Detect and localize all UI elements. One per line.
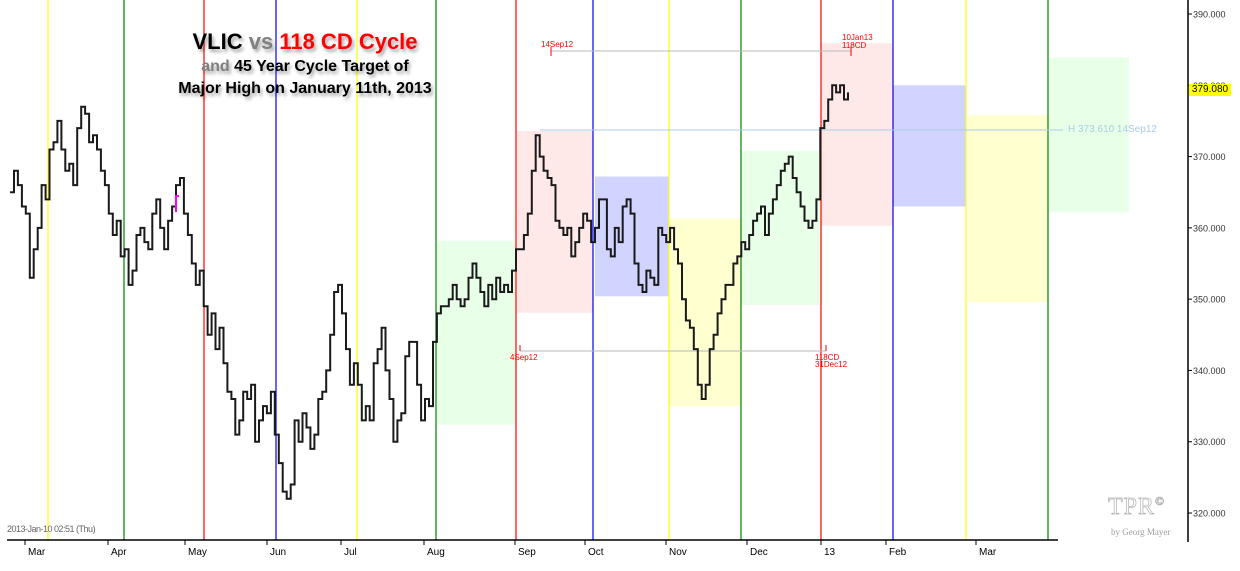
y-axis: 390.000380.000370.000360.000350.000340.0… xyxy=(1187,0,1226,542)
cycle-box-pink xyxy=(517,130,593,313)
cycle-boxes xyxy=(437,43,1129,425)
tpr-logo: TPR© xyxy=(1108,494,1165,521)
cycle-box-pink xyxy=(821,43,893,226)
y-tick-label: 330.000 xyxy=(1193,437,1226,447)
x-tick-label: Jul xyxy=(344,547,357,558)
annotation-10jan13: 10Jan13 xyxy=(842,33,873,42)
annotation-118cd-top: 118CD xyxy=(842,41,867,50)
y-tick-label: 390.000 xyxy=(1193,10,1226,20)
cycle-box-yellow xyxy=(669,218,741,407)
cycle-box-blue xyxy=(893,85,966,207)
annotation-31dec12: 31Dec12 xyxy=(815,360,848,369)
x-tick-label: Mar xyxy=(979,547,997,558)
copyright-icon: © xyxy=(1155,494,1166,509)
x-tick-label: May xyxy=(188,547,207,558)
x-tick-label: Nov xyxy=(669,547,687,558)
cycle-box-yellow xyxy=(968,115,1048,303)
annotation-4sep12: 4Sep12 xyxy=(510,353,538,362)
y-tick-label: 350.000 xyxy=(1193,295,1226,305)
reference-lines xyxy=(519,47,1063,352)
x-tick-label: Feb xyxy=(889,547,907,558)
y-tick-label: 370.000 xyxy=(1193,152,1226,162)
annotations: 14Sep12 10Jan13 118CD 4Sep12 118CD 31Dec… xyxy=(510,33,873,369)
x-tick-label: Mar xyxy=(28,547,46,558)
y-tick-label: 340.000 xyxy=(1193,366,1226,376)
x-tick-label: Apr xyxy=(111,547,127,558)
x-tick-label: Dec xyxy=(750,547,768,558)
x-tick-label: Sep xyxy=(518,547,536,558)
x-tick-label: Oct xyxy=(588,547,604,558)
y-tick-label: 360.000 xyxy=(1193,223,1226,233)
horizontal-line-label: H 373.610 14Sep12 xyxy=(1068,124,1157,135)
highlight-bar-magenta xyxy=(175,195,179,212)
cycle-box-green xyxy=(1049,57,1129,213)
logo-byline: by Georg Mayer xyxy=(1111,527,1171,537)
annotation-14sep12: 14Sep12 xyxy=(541,40,574,49)
price-series-vlic xyxy=(10,84,849,500)
y-tick-label: 320.000 xyxy=(1193,509,1226,519)
x-axis: Mar Apr May Jun Jul Aug Sep Oct Nov Dec 13 Feb Mar xyxy=(7,539,1058,558)
x-tick-label: Jun xyxy=(270,547,286,558)
logo-text: TPR xyxy=(1108,494,1156,521)
x-tick-label: Aug xyxy=(427,547,445,558)
annotation-118cd-bottom: 118CD xyxy=(815,353,840,362)
x-tick-label: 13 xyxy=(824,547,836,558)
timestamp: 2013-Jan-10 02:51 (Thu) xyxy=(7,524,96,534)
last-price-tag: 379.080 xyxy=(1189,84,1231,96)
